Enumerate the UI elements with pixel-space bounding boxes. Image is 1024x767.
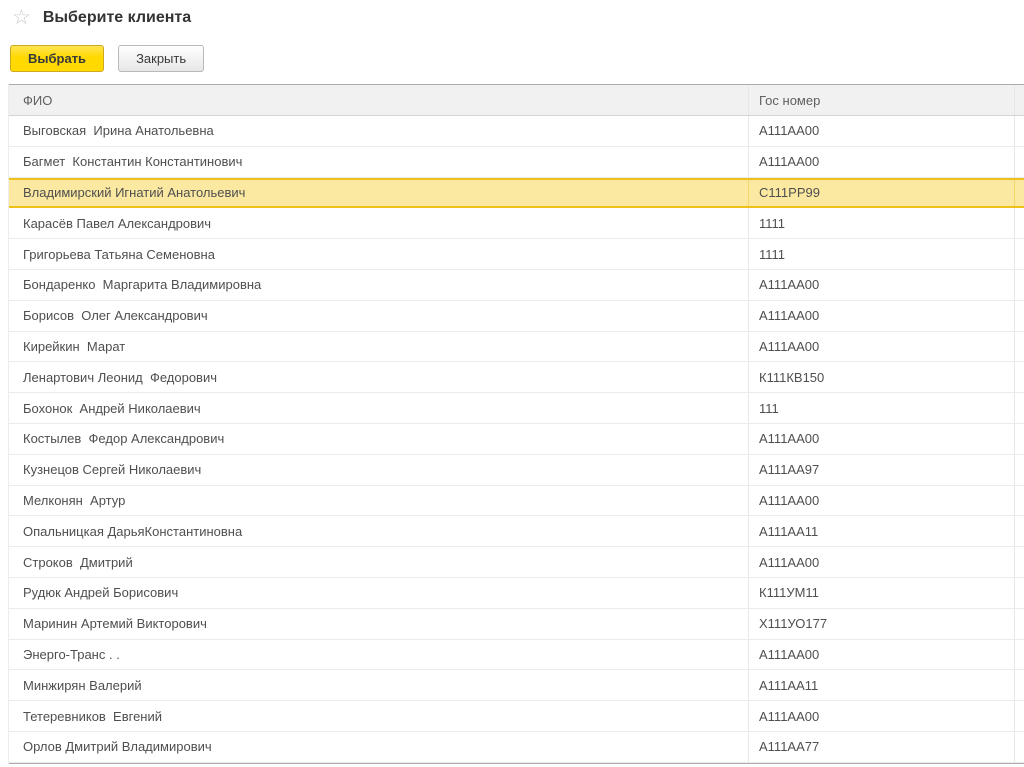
- table-row[interactable]: Выговская Ирина Анатольевна А111АА00: [9, 116, 1024, 147]
- column-header-gos-nomer[interactable]: Гос номер: [749, 85, 1015, 115]
- table-row[interactable]: Строков Дмитрий А111АА00: [9, 547, 1024, 578]
- table-row[interactable]: Григорьева Татьяна Семеновна 1111: [9, 239, 1024, 270]
- cell-spill: [1015, 701, 1024, 731]
- cell-gos-nomer: А111АА00: [749, 116, 1015, 146]
- cell-spill: [1015, 332, 1024, 362]
- cell-fio: Тетеревников Евгений: [9, 701, 749, 731]
- cell-fio: Строков Дмитрий: [9, 547, 749, 577]
- cell-gos-nomer: А111АА00: [749, 269, 1015, 300]
- cell-fio: Выговская Ирина Анатольевна: [9, 116, 749, 146]
- cell-gos-nomer: 111: [749, 393, 1015, 423]
- cell-gos-nomer: А111АА11: [749, 670, 1015, 701]
- cell-fio: Минжирян Валерий: [9, 670, 749, 701]
- cell-fio: Костылев Федор Александрович: [9, 423, 749, 454]
- table-row[interactable]: Кирейкин Марат А111АА00: [9, 331, 1024, 363]
- cell-gos-nomer: А111АА00: [749, 547, 1015, 577]
- cell-spill: [1015, 516, 1024, 546]
- column-header-fio[interactable]: ФИО: [9, 85, 749, 115]
- table-row[interactable]: Бондаренко Маргарита Владимировна А111АА…: [9, 269, 1024, 301]
- cell-spill: [1015, 301, 1024, 331]
- cell-fio: Григорьева Татьяна Семеновна: [9, 239, 749, 269]
- cell-fio: Бондаренко Маргарита Владимировна: [9, 269, 749, 300]
- page-title: Выберите клиента: [42, 9, 192, 26]
- cell-fio: Багмет Константин Константинович: [9, 146, 749, 177]
- command-bar: Выбрать Закрыть: [10, 45, 205, 72]
- cell-gos-nomer: 1111: [749, 208, 1015, 239]
- titlebar: ☆ Выберите клиента: [12, 6, 191, 30]
- table-row[interactable]: Минжирян Валерий А111АА11: [9, 670, 1024, 702]
- cell-spill: [1015, 208, 1024, 238]
- column-header-spill: [1015, 85, 1024, 115]
- cell-gos-nomer: 1111: [749, 239, 1015, 269]
- table-row[interactable]: Борисов Олег Александрович А111АА00: [9, 300, 1024, 332]
- table-row[interactable]: Бохонок Андрей Николаевич 111: [9, 393, 1024, 424]
- table-header-row: ФИО Гос номер: [9, 84, 1024, 116]
- cell-spill: [1015, 455, 1024, 485]
- table-row[interactable]: Багмет Константин Константинович А111АА0…: [9, 146, 1024, 178]
- table-row[interactable]: Карасёв Павел Александрович 1111: [9, 208, 1024, 240]
- cell-spill: [1015, 424, 1024, 454]
- cell-fio: Кузнецов Сергей Николаевич: [9, 454, 749, 485]
- cell-gos-nomer: А111АА00: [749, 485, 1015, 516]
- cell-fio: Бохонок Андрей Николаевич: [9, 393, 749, 423]
- cell-spill: [1015, 393, 1024, 423]
- table-row[interactable]: Мелконян Артур А111АА00: [9, 485, 1024, 517]
- table-body: Выговская Ирина Анатольевна А111АА00 Баг…: [9, 116, 1024, 764]
- cell-fio: Борисов Олег Александрович: [9, 300, 749, 331]
- table-row[interactable]: Орлов Дмитрий Владимирович А111АА77: [9, 731, 1024, 763]
- cell-gos-nomer: А111АА00: [749, 423, 1015, 454]
- table-row[interactable]: Ленартович Леонид Федорович К111КВ150: [9, 362, 1024, 394]
- cell-gos-nomer: А111АА00: [749, 701, 1015, 731]
- table-row[interactable]: Тетеревников Евгений А111АА00: [9, 701, 1024, 732]
- cell-fio: Орлов Дмитрий Владимирович: [9, 731, 749, 762]
- table-row[interactable]: Владимирский Игнатий Анатольевич С111РР9…: [9, 177, 1024, 209]
- cell-gos-nomer: А111АА00: [749, 146, 1015, 177]
- cell-gos-nomer: К111УМ11: [749, 577, 1015, 608]
- cell-fio: Кирейкин Марат: [9, 331, 749, 362]
- cell-spill: [1015, 270, 1024, 300]
- cell-spill: [1015, 640, 1024, 670]
- table-row[interactable]: Костылев Федор Александрович А111АА00: [9, 423, 1024, 455]
- cell-gos-nomer: А111АА11: [749, 516, 1015, 547]
- cell-spill: [1015, 239, 1024, 269]
- cell-gos-nomer: Х111УО177: [749, 608, 1015, 639]
- cell-fio: Владимирский Игнатий Анатольевич: [9, 179, 749, 207]
- cell-spill: [1015, 486, 1024, 516]
- cell-fio: Рудюк Андрей Борисович: [9, 577, 749, 608]
- cell-fio: Карасёв Павел Александрович: [9, 208, 749, 239]
- table-row[interactable]: Рудюк Андрей Борисович К111УМ11: [9, 577, 1024, 609]
- table-row[interactable]: Маринин Артемий Викторович Х111УО177: [9, 608, 1024, 640]
- cell-gos-nomer: А111АА00: [749, 331, 1015, 362]
- cell-fio: Ленартович Леонид Федорович: [9, 362, 749, 393]
- cell-spill: [1015, 116, 1024, 146]
- cell-spill: [1015, 609, 1024, 639]
- cell-gos-nomer: К111КВ150: [749, 362, 1015, 393]
- cell-spill: [1015, 732, 1024, 762]
- cell-spill: [1015, 180, 1024, 207]
- cell-spill: [1015, 147, 1024, 177]
- cell-fio: Мелконян Артур: [9, 485, 749, 516]
- cell-gos-nomer: А111АА77: [749, 731, 1015, 762]
- table-row[interactable]: Кузнецов Сергей Николаевич А111АА97: [9, 454, 1024, 486]
- table-row[interactable]: Опальницкая ДарьяКонстантиновна А111АА11: [9, 516, 1024, 548]
- cell-fio: Энерго-Транс . .: [9, 639, 749, 670]
- table-row[interactable]: Энерго-Транс . . А111АА00: [9, 639, 1024, 671]
- select-button[interactable]: Выбрать: [10, 45, 105, 72]
- cell-fio: Опальницкая ДарьяКонстантиновна: [9, 516, 749, 547]
- cell-spill: [1015, 578, 1024, 608]
- cell-gos-nomer: А111АА00: [749, 639, 1015, 670]
- favorite-star-icon[interactable]: ☆: [12, 6, 31, 29]
- cell-gos-nomer: С111РР99: [749, 179, 1015, 207]
- close-button[interactable]: Закрыть: [118, 45, 205, 72]
- cell-fio: Маринин Артемий Викторович: [9, 608, 749, 639]
- cell-gos-nomer: А111АА00: [749, 300, 1015, 331]
- cell-spill: [1015, 547, 1024, 577]
- cell-spill: [1015, 362, 1024, 392]
- clients-table: ФИО Гос номер Выговская Ирина Анатольевн…: [8, 84, 1024, 764]
- cell-gos-nomer: А111АА97: [749, 454, 1015, 485]
- cell-spill: [1015, 670, 1024, 700]
